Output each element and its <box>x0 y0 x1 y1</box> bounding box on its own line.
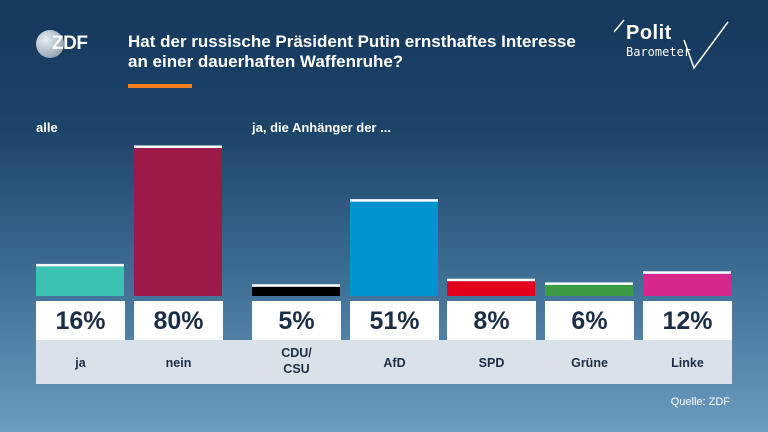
bar-gr-ne <box>545 284 633 296</box>
bar-cap-cdu-csu <box>252 284 340 287</box>
value-box-cdu-csu <box>252 301 341 340</box>
title-accent-rule <box>128 84 192 88</box>
zdf-logo: ZDF <box>36 30 88 58</box>
bar-afd <box>350 201 438 296</box>
category-label-nein: nein <box>166 356 192 370</box>
bar-cap-nein <box>134 145 222 148</box>
politbarometer-logo-line1: Polit <box>626 22 672 44</box>
zdf-logo-text: ZDF <box>52 33 88 54</box>
politbarometer-logo-line2: Barometer <box>626 45 692 59</box>
value-label-nein: 80% <box>153 307 203 335</box>
politbarometer-logo: Polit Barometer <box>612 18 732 72</box>
value-label-afd: 51% <box>369 307 419 335</box>
value-box-linke <box>643 301 732 340</box>
bar-cap-afd <box>350 199 438 202</box>
value-label-ja: 16% <box>55 307 105 335</box>
group-label-all: alle <box>36 120 58 135</box>
value-box-nein <box>134 301 223 340</box>
category-strip <box>36 340 732 384</box>
chart-title: Hat der russische Präsident Putin ernsth… <box>128 32 576 71</box>
category-label-linke: Linke <box>671 356 704 370</box>
bar-spd <box>447 281 535 296</box>
bar-cdu-csu <box>252 286 340 296</box>
category-label-gr-ne: Grüne <box>571 356 608 370</box>
value-label-linke: 12% <box>662 307 712 335</box>
category-label-cdu-csu: CDU/CSU <box>281 346 312 376</box>
bar-cap-gr-ne <box>545 282 633 285</box>
checkmark-icon <box>613 19 729 70</box>
value-label-spd: 8% <box>473 307 509 335</box>
value-box-gr-ne <box>545 301 634 340</box>
zdf-logo-disc-icon <box>36 30 64 58</box>
value-label-cdu-csu: 5% <box>278 307 314 335</box>
bar-cap-linke <box>643 271 731 274</box>
bar-cap-ja <box>36 263 124 267</box>
source-note: Quelle: ZDF <box>670 396 730 408</box>
value-box-afd <box>350 301 439 340</box>
value-box-spd <box>447 301 536 340</box>
category-label-afd: AfD <box>383 356 405 370</box>
category-label-line: CDU/ <box>281 346 312 360</box>
category-label-ja: ja <box>74 356 86 370</box>
value-box-ja <box>36 301 125 340</box>
bar-nein <box>134 148 222 296</box>
bar-ja <box>36 266 124 296</box>
bar-cap-spd <box>447 278 535 282</box>
bar-linke <box>643 273 731 296</box>
category-label-line: CSU <box>283 362 309 376</box>
category-label-spd: SPD <box>479 356 505 370</box>
value-label-gr-ne: 6% <box>571 307 607 335</box>
group-label-parties: ja, die Anhänger der ... <box>252 120 391 135</box>
